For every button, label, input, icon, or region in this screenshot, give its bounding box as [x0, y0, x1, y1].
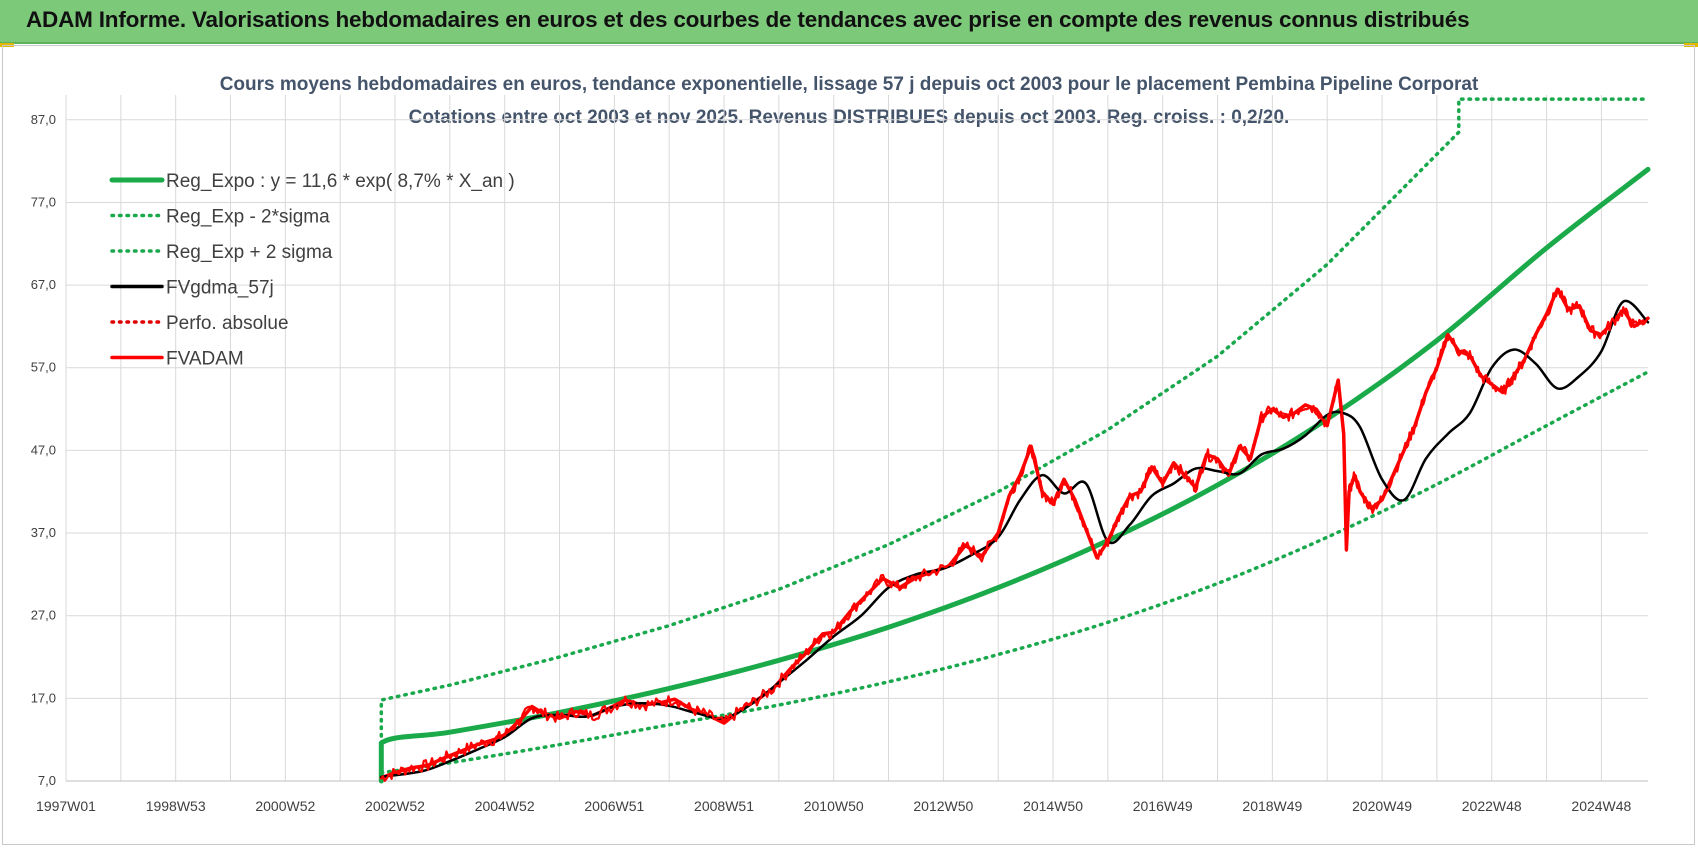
y-tick-label: 37,0 — [31, 525, 56, 540]
x-tick-label: 2024W48 — [1571, 798, 1631, 814]
chart-legend: Reg_Expo : y = 11,6 * exp( 8,7% * X_an )… — [109, 171, 515, 370]
x-tick-label: 2012W50 — [913, 798, 973, 814]
y-tick-label: 7,0 — [38, 773, 56, 788]
report-header: ADAM Informe. Valorisations hebdomadaire… — [0, 0, 1698, 44]
x-tick-label: 2014W50 — [1023, 798, 1083, 814]
chart-frame — [2, 45, 1695, 845]
x-tick-label: 2018W49 — [1242, 798, 1302, 814]
grid-lines — [65, 95, 1648, 782]
x-tick-label: 1997W01 — [36, 798, 96, 814]
y-tick-label: 47,0 — [31, 442, 56, 457]
legend-label: FVADAM — [166, 349, 244, 370]
chart-title-line2: Cotations entre oct 2003 et nov 2025. Re… — [409, 107, 1290, 128]
y-tick-label: 57,0 — [31, 360, 56, 375]
axis-labels: 7,0 17,0 27,0 37,0 47,0 57,0 67,0 77,0 87,0 1997W… — [31, 112, 1632, 814]
legend-label: Reg_Exp + 2 sigma — [166, 242, 333, 263]
x-tick-label: 2016W49 — [1133, 798, 1193, 814]
x-tick-label: 2020W49 — [1352, 798, 1412, 814]
x-tick-label: 2002W52 — [365, 798, 425, 814]
y-tick-label: 87,0 — [31, 112, 56, 127]
x-tick-label: 1998W53 — [146, 798, 206, 814]
x-tick-label: 2022W48 — [1462, 798, 1522, 814]
x-tick-label: 2010W50 — [804, 798, 864, 814]
reg-expo-line — [378, 166, 1651, 784]
x-tick-label: 2000W52 — [255, 798, 315, 814]
series-lines — [378, 97, 1651, 784]
y-tick-label: 67,0 — [31, 277, 56, 292]
report-title: ADAM Informe. Valorisations hebdomadaire… — [26, 7, 1470, 32]
legend-label: Reg_Expo : y = 11,6 * exp( 8,7% * X_an ) — [166, 171, 515, 192]
legend-label: Perfo. absolue — [166, 313, 289, 334]
legend-label: FVgdma_57j — [166, 278, 274, 299]
y-tick-label: 77,0 — [31, 194, 56, 209]
y-tick-label: 27,0 — [31, 608, 56, 623]
legend-label: Reg_Exp - 2*sigma — [166, 207, 330, 228]
reg-exp-minus-2sigma-line — [379, 370, 1650, 775]
reg-exp-plus-2sigma-line — [379, 97, 1650, 783]
x-tick-label: 2008W51 — [694, 798, 754, 814]
fvadam-weekly-noise — [380, 288, 1649, 782]
chart-title-line1: Cours moyens hebdomadaires en euros, ten… — [220, 74, 1479, 95]
x-tick-label: 2004W52 — [475, 798, 535, 814]
y-tick-label: 17,0 — [31, 690, 56, 705]
fvgdma-57j-line — [380, 299, 1650, 779]
x-tick-label: 2006W51 — [584, 798, 644, 814]
